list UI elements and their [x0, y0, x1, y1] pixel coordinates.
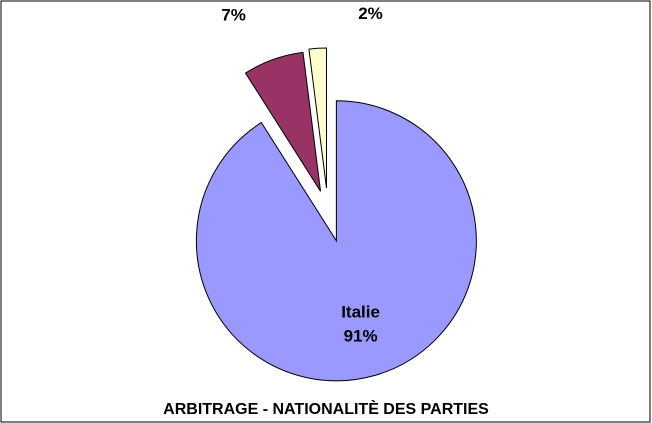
pie-slice [308, 47, 327, 189]
slice-value-label: 2% [358, 4, 383, 23]
slice-value-label: 91% [344, 327, 378, 346]
chart-title: ARBITRAGE - NATIONALITÈ DES PARTIES [163, 399, 489, 418]
slice-value-label: 7% [221, 6, 246, 25]
pie-slice [195, 100, 477, 382]
slice-label: UE [222, 0, 246, 1]
slice-label: Italie [341, 303, 380, 322]
pie-slice [244, 51, 322, 192]
